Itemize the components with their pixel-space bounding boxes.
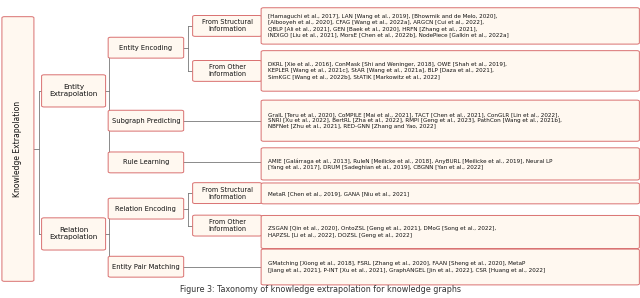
FancyBboxPatch shape — [42, 218, 106, 250]
Text: From Structural
Information: From Structural Information — [202, 187, 253, 200]
Text: GMatching [Xiong et al., 2018], FSRL [Zhang et al., 2020], FAAN [Sheng et al., 2: GMatching [Xiong et al., 2018], FSRL [Zh… — [268, 261, 545, 273]
Text: ZSGAN [Qin et al., 2020], OntoZSL [Geng et al., 2021], DMoG [Song et al., 2022],: ZSGAN [Qin et al., 2020], OntoZSL [Geng … — [268, 226, 496, 238]
FancyBboxPatch shape — [261, 183, 639, 204]
FancyBboxPatch shape — [2, 17, 34, 281]
Text: Entity Encoding: Entity Encoding — [119, 45, 173, 51]
Text: Rule Learning: Rule Learning — [123, 159, 169, 165]
Text: From Other
Information: From Other Information — [208, 219, 246, 232]
Text: GraIL [Teru et al., 2020], CoMPILE [Mai et al., 2021], TACT [Chen et al., 2021],: GraIL [Teru et al., 2020], CoMPILE [Mai … — [268, 112, 562, 129]
Text: From Structural
Information: From Structural Information — [202, 19, 253, 32]
Text: Knowledge Extrapolation: Knowledge Extrapolation — [13, 101, 22, 197]
FancyBboxPatch shape — [261, 148, 639, 180]
Text: Subgraph Predicting: Subgraph Predicting — [111, 118, 180, 124]
Text: AMIE [Galárraga et al., 2013], RuleN [Meilicke et al., 2018], AnyBURL [Meilicke : AMIE [Galárraga et al., 2013], RuleN [Me… — [268, 158, 553, 170]
Text: DKRL [Xie et al., 2016], ConMask [Shi and Weninger, 2018], OWE [Shah et al., 201: DKRL [Xie et al., 2016], ConMask [Shi an… — [268, 62, 507, 80]
Text: Figure 3: Taxonomy of knowledge extrapolation for knowledge graphs: Figure 3: Taxonomy of knowledge extrapol… — [179, 285, 461, 294]
FancyBboxPatch shape — [108, 152, 184, 173]
FancyBboxPatch shape — [108, 256, 184, 277]
FancyBboxPatch shape — [261, 8, 639, 44]
FancyBboxPatch shape — [261, 100, 639, 141]
Text: Relation
Extrapolation: Relation Extrapolation — [49, 227, 98, 240]
Text: [Hamaguchi et al., 2017], LAN [Wang et al., 2019], [Bhowmik and de Melo, 2020],
: [Hamaguchi et al., 2017], LAN [Wang et a… — [268, 14, 509, 38]
FancyBboxPatch shape — [261, 249, 639, 285]
FancyBboxPatch shape — [193, 215, 262, 236]
FancyBboxPatch shape — [261, 51, 639, 91]
FancyBboxPatch shape — [261, 215, 639, 249]
Text: MetaR [Chen et al., 2019], GANA [Niu et al., 2021]: MetaR [Chen et al., 2019], GANA [Niu et … — [268, 191, 410, 196]
FancyBboxPatch shape — [193, 15, 262, 36]
FancyBboxPatch shape — [108, 110, 184, 131]
FancyBboxPatch shape — [193, 183, 262, 204]
FancyBboxPatch shape — [108, 37, 184, 58]
Text: From Other
Information: From Other Information — [208, 64, 246, 77]
Text: Entity Pair Matching: Entity Pair Matching — [112, 264, 180, 270]
Text: Relation Encoding: Relation Encoding — [115, 206, 177, 212]
Text: Entity
Extrapolation: Entity Extrapolation — [49, 84, 98, 97]
FancyBboxPatch shape — [193, 60, 262, 81]
FancyBboxPatch shape — [108, 198, 184, 219]
FancyBboxPatch shape — [42, 75, 106, 107]
